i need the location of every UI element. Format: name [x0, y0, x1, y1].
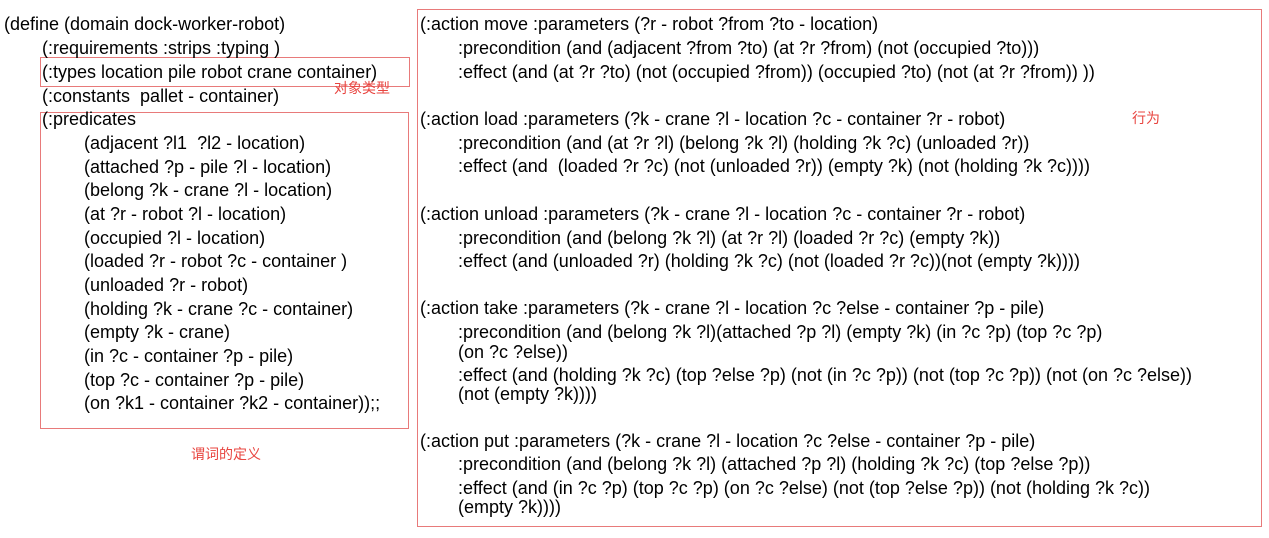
predicate-line: (empty ?k - crane)	[84, 322, 231, 342]
action-unload-header: (:action unload :parameters (?k - crane …	[420, 204, 1026, 224]
types-annotation: 对象类型	[334, 80, 390, 96]
predicates-highlight-box	[40, 112, 409, 429]
action-put-effect: :effect (and (in ?c ?p) (top ?c ?p) (on …	[458, 478, 1151, 498]
predicate-line: (unloaded ?r - robot)	[84, 275, 249, 295]
action-take-precondition: :precondition (and (belong ?k ?l)(attach…	[458, 322, 1103, 342]
action-load-header: (:action load :parameters (?k - crane ?l…	[420, 109, 1006, 129]
action-put-precondition: :precondition (and (belong ?k ?l) (attac…	[458, 454, 1091, 474]
predicate-line: (holding ?k - crane ?c - container)	[84, 299, 354, 319]
predicate-line: (top ?c - container ?p - pile)	[84, 370, 305, 390]
predicate-line: (at ?r - robot ?l - location)	[84, 204, 287, 224]
requirements-line: (:requirements :strips :typing )	[42, 38, 281, 58]
predicates-header: (:predicates	[42, 109, 137, 129]
predicate-line: (on ?k1 - container ?k2 - container));;	[84, 393, 381, 413]
predicate-line: (loaded ?r - robot ?c - container )	[84, 251, 348, 271]
actions-highlight-box	[417, 9, 1262, 527]
domain-define-line: (define (domain dock-worker-robot)	[4, 14, 286, 34]
predicate-line: (belong ?k - crane ?l - location)	[84, 180, 333, 200]
action-take-effect-cont: (not (empty ?k))))	[458, 384, 598, 404]
action-move-effect: :effect (and (at ?r ?to) (not (occupied …	[458, 62, 1095, 82]
action-put-effect-cont: (empty ?k))))	[458, 497, 561, 517]
action-load-effect: :effect (and (loaded ?r ?c) (not (unload…	[458, 156, 1090, 176]
predicate-line: (attached ?p - pile ?l - location)	[84, 157, 332, 177]
action-load-precondition: :precondition (and (at ?r ?l) (belong ?k…	[458, 133, 1030, 153]
action-move-precondition: :precondition (and (adjacent ?from ?to) …	[458, 38, 1040, 58]
types-line: (:types location pile robot crane contai…	[42, 62, 378, 82]
predicate-line: (in ?c - container ?p - pile)	[84, 346, 294, 366]
action-take-effect: :effect (and (holding ?k ?c) (top ?else …	[458, 365, 1193, 385]
action-move-header: (:action move :parameters (?r - robot ?f…	[420, 14, 879, 34]
predicates-annotation: 谓词的定义	[191, 446, 261, 462]
predicate-line: (occupied ?l - location)	[84, 228, 266, 248]
constants-line: (:constants pallet - container)	[42, 86, 280, 106]
action-take-precondition-cont: (on ?c ?else))	[458, 342, 569, 362]
action-take-header: (:action take :parameters (?k - crane ?l…	[420, 298, 1045, 318]
action-put-header: (:action put :parameters (?k - crane ?l …	[420, 431, 1036, 451]
predicate-line: (adjacent ?l1 ?l2 - location)	[84, 133, 306, 153]
actions-annotation: 行为	[1132, 110, 1160, 126]
types-highlight-box	[40, 57, 410, 87]
action-unload-precondition: :precondition (and (belong ?k ?l) (at ?r…	[458, 228, 1001, 248]
action-unload-effect: :effect (and (unloaded ?r) (holding ?k ?…	[458, 251, 1080, 271]
